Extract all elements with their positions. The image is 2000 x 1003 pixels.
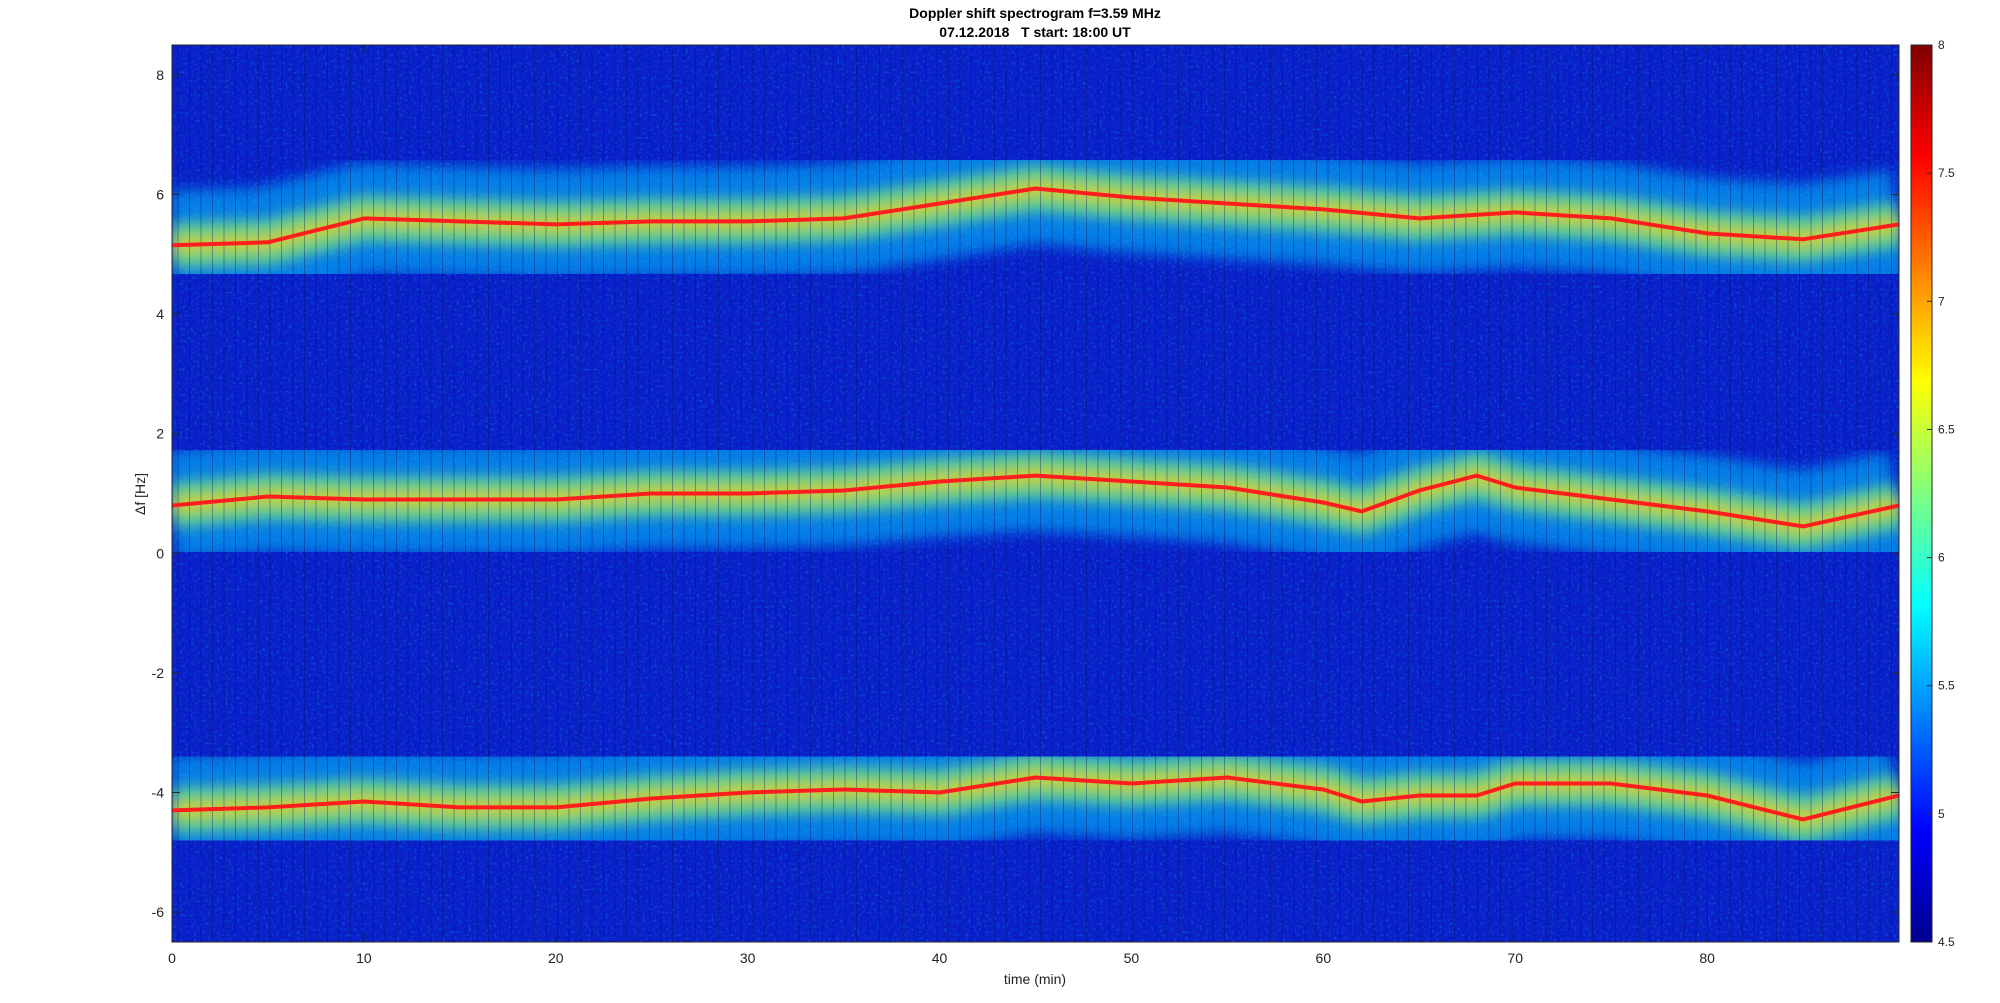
colorbar-tick-label: 6.5 [1938, 422, 1955, 436]
y-tick-label: 4 [156, 306, 164, 322]
y-tick-label: 8 [156, 67, 164, 83]
y-tick-label: -2 [152, 665, 165, 681]
x-axis-label: time (min) [1004, 971, 1066, 987]
colorbar [1910, 44, 1933, 943]
y-tick-label: 0 [156, 545, 164, 561]
x-tick-label: 0 [168, 950, 176, 966]
y-tick-label: -4 [152, 785, 165, 801]
y-tick-label: 6 [156, 187, 164, 203]
x-tick-label: 50 [1124, 950, 1140, 966]
x-axis: 0 10 20 30 40 50 60 70 80 [168, 45, 1715, 966]
colorbar-tick-label: 5.5 [1938, 679, 1955, 693]
plot-frame [171, 44, 1900, 943]
colorbar-axis: 4.5 5 5.5 6 6.5 7 7.5 8 [1927, 38, 1955, 949]
chart-title: Doppler shift spectrogram f=3.59 MHz [909, 5, 1161, 21]
doppler-traces [172, 186, 1899, 822]
x-tick-label: 20 [548, 950, 564, 966]
colorbar-tick-label: 6 [1938, 551, 1945, 565]
colorbar-tick-label: 4.5 [1938, 935, 1955, 949]
x-tick-label: 70 [1507, 950, 1523, 966]
y-axis-label: Δf [Hz] [132, 473, 148, 515]
trace-line-middle [172, 473, 1899, 529]
colorbar-tick-label: 5 [1938, 807, 1945, 821]
x-tick-label: 40 [932, 950, 948, 966]
trace-line-lower [172, 775, 1899, 822]
vertical-stripes [177, 45, 1892, 942]
x-tick-label: 30 [740, 950, 756, 966]
trace-line-upper [172, 186, 1899, 248]
y-axis: -6 -4 -2 0 2 4 6 8 [152, 67, 1899, 920]
x-tick-label: 80 [1699, 950, 1715, 966]
colorbar-tick-label: 8 [1938, 38, 1945, 52]
x-tick-label: 60 [1316, 950, 1332, 966]
plot-area [172, 45, 1899, 942]
colorbar-tick-label: 7 [1938, 294, 1945, 308]
x-tick-label: 10 [356, 950, 372, 966]
y-tick-label: -6 [152, 904, 165, 920]
colorbar-tick-label: 7.5 [1938, 166, 1955, 180]
y-tick-label: 2 [156, 426, 164, 442]
chart-subtitle: 07.12.2018 T start: 18:00 UT [939, 24, 1131, 40]
